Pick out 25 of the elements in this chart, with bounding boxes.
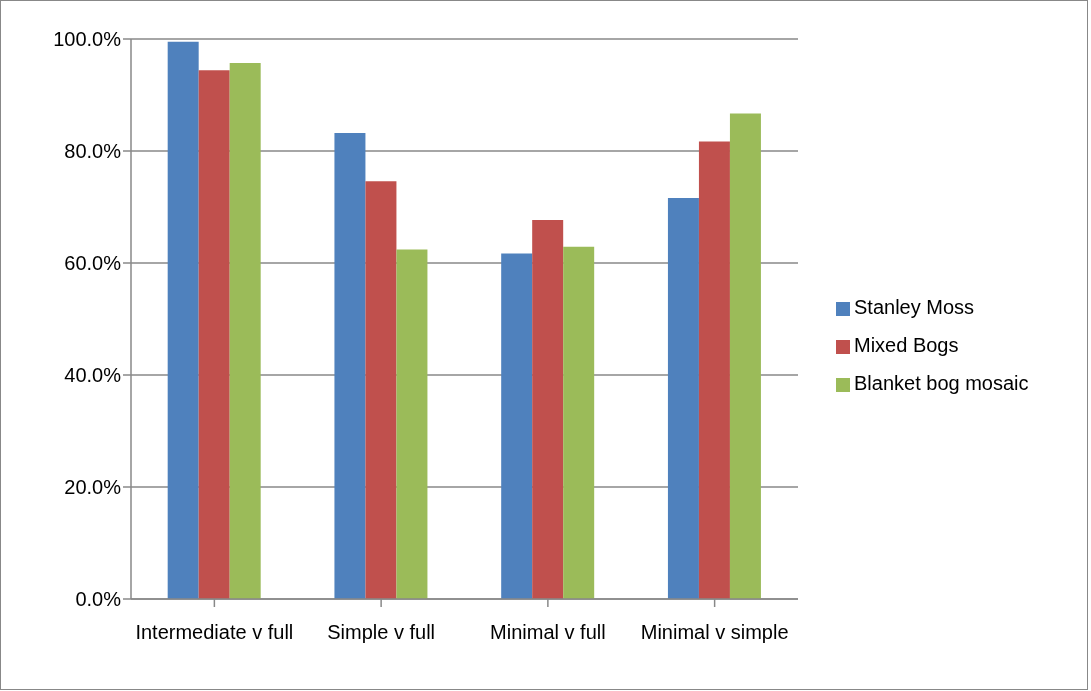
x-tick-label: Simple v full xyxy=(327,621,436,643)
y-tick-label: 60.0% xyxy=(64,252,122,275)
x-tick-label: Intermediate v full xyxy=(135,621,294,643)
x-tick-label: Minimal v full xyxy=(490,621,606,643)
y-tick-label: 0.0% xyxy=(75,588,122,611)
y-tick-label: 100.0% xyxy=(53,28,122,51)
bar xyxy=(229,63,261,599)
legend-label: Stanley Moss xyxy=(854,296,975,318)
bar xyxy=(396,249,428,599)
bar xyxy=(563,246,595,599)
bar xyxy=(198,70,230,599)
y-tick-label: 80.0% xyxy=(64,140,122,163)
bar xyxy=(167,41,199,599)
y-tick-label: 40.0% xyxy=(64,364,122,387)
legend-label: Blanket bog mosaic xyxy=(854,372,1029,394)
bar xyxy=(532,219,564,599)
bar xyxy=(729,113,761,599)
bar xyxy=(501,253,533,599)
legend-label: Mixed Bogs xyxy=(854,334,959,356)
x-tick-label: Minimal v simple xyxy=(640,621,789,643)
bar xyxy=(667,198,699,599)
bar xyxy=(698,141,730,599)
bar xyxy=(334,133,366,599)
y-tick-label: 20.0% xyxy=(64,476,122,499)
bar xyxy=(365,181,397,599)
